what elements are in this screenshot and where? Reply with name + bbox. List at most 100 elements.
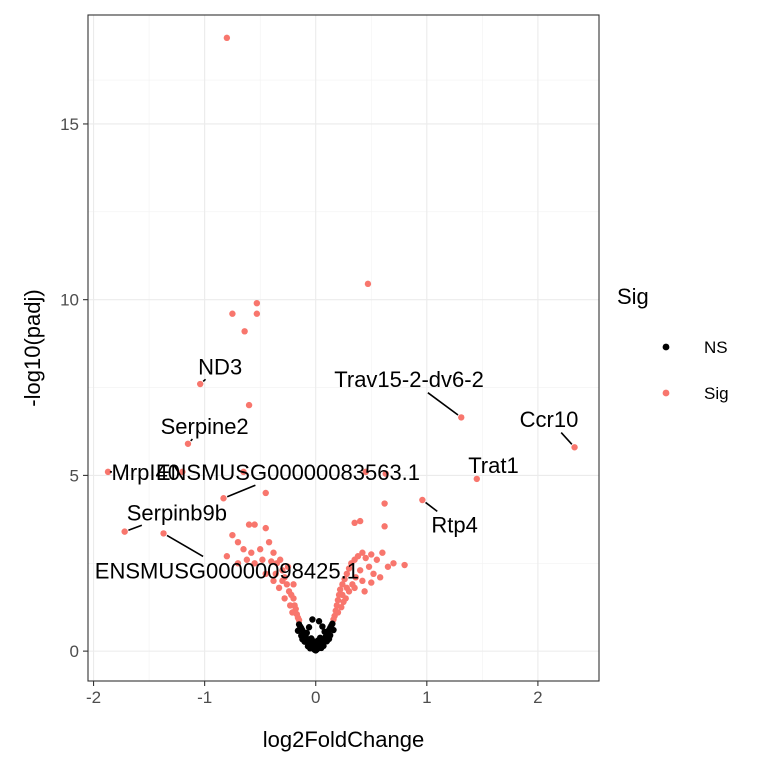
sig-point bbox=[364, 280, 372, 288]
ns-point bbox=[330, 626, 337, 634]
sig-point bbox=[279, 577, 286, 585]
sig-point bbox=[251, 521, 258, 528]
sig-point bbox=[343, 584, 351, 592]
sig-point bbox=[334, 609, 342, 616]
sig-point bbox=[362, 554, 369, 562]
legend-key bbox=[662, 389, 670, 397]
x-tick-label: 1 bbox=[422, 688, 431, 707]
sig-point bbox=[284, 563, 292, 570]
sig-point bbox=[160, 530, 167, 537]
sig-point bbox=[382, 470, 389, 477]
ns-point bbox=[325, 635, 333, 643]
sig-point bbox=[276, 556, 284, 563]
sig-point bbox=[340, 598, 347, 606]
gene-label: Serpinb9b bbox=[127, 500, 227, 525]
sig-point bbox=[381, 500, 388, 507]
ns-point bbox=[315, 618, 323, 625]
sig-point bbox=[384, 563, 392, 570]
plot-border bbox=[87, 14, 600, 682]
sig-point bbox=[281, 595, 288, 602]
sig-point bbox=[265, 538, 273, 546]
sig-point bbox=[379, 549, 386, 556]
sig-point bbox=[345, 565, 353, 572]
sig-point bbox=[370, 570, 377, 578]
gene-label: ENSMUSG00000083563.1 bbox=[156, 460, 420, 485]
sig-point bbox=[104, 468, 112, 476]
gene-label: ND3 bbox=[198, 354, 242, 379]
sig-point bbox=[223, 553, 231, 560]
sig-point bbox=[256, 546, 264, 553]
label-segment bbox=[202, 378, 207, 382]
sig-point bbox=[253, 310, 261, 317]
x-tick-label: -2 bbox=[86, 688, 101, 707]
label-segment bbox=[226, 484, 256, 498]
sig-point bbox=[473, 475, 481, 483]
major-gridlines bbox=[88, 15, 599, 681]
sig-point bbox=[341, 575, 348, 583]
ns-point bbox=[321, 628, 328, 635]
sig-point bbox=[368, 551, 375, 558]
gene-label: Serpine2 bbox=[161, 414, 249, 439]
sig-point bbox=[240, 468, 247, 476]
sig-point bbox=[270, 577, 277, 585]
sig-point bbox=[286, 602, 294, 609]
label-segment bbox=[560, 432, 573, 445]
sig-point bbox=[334, 596, 342, 604]
sig-point bbox=[571, 444, 578, 451]
ns-point bbox=[309, 616, 316, 623]
legend-key bbox=[662, 343, 670, 351]
sig-point bbox=[184, 440, 192, 447]
x-tick-label: 0 bbox=[311, 688, 320, 707]
sig-point bbox=[268, 558, 275, 565]
sig-point bbox=[338, 603, 345, 611]
legend: Sig NS Sig bbox=[617, 284, 729, 403]
gene-label: ENSMUSG00000098425.1 bbox=[95, 558, 359, 583]
sig-point bbox=[229, 531, 236, 539]
ns-point bbox=[305, 624, 313, 631]
gene-label: Rtp4 bbox=[431, 513, 477, 538]
y-tick-label: 0 bbox=[70, 642, 79, 661]
sig-point bbox=[262, 489, 269, 497]
sig-point bbox=[339, 581, 346, 588]
sig-point bbox=[279, 567, 286, 574]
label-segment bbox=[425, 501, 438, 513]
sig-point bbox=[356, 517, 364, 525]
sig-point bbox=[290, 595, 297, 602]
sig-point bbox=[336, 586, 344, 593]
sig-point bbox=[368, 579, 375, 586]
sig-point bbox=[351, 584, 358, 592]
sig-point bbox=[373, 556, 381, 563]
x-axis-title: log2FoldChange bbox=[263, 727, 424, 752]
sig-point bbox=[253, 299, 261, 307]
sig-point bbox=[419, 496, 426, 504]
sig-point bbox=[458, 414, 465, 421]
sig-point bbox=[243, 556, 251, 563]
sig-point bbox=[359, 549, 366, 556]
sig-point bbox=[390, 560, 397, 567]
sig-point bbox=[223, 34, 231, 42]
sig-point bbox=[240, 546, 247, 553]
label-segment bbox=[190, 438, 194, 442]
sig-point bbox=[401, 561, 408, 569]
legend-label: Sig bbox=[704, 384, 729, 403]
sig-point bbox=[259, 556, 266, 563]
minor-gridlines bbox=[88, 15, 599, 681]
ns-point bbox=[329, 620, 336, 627]
sig-point bbox=[365, 563, 373, 570]
sig-point bbox=[179, 468, 186, 476]
sig-point bbox=[245, 401, 253, 409]
sig-point bbox=[290, 581, 297, 588]
ns-point bbox=[316, 634, 324, 641]
plot-panel bbox=[88, 15, 599, 681]
sig-point bbox=[220, 495, 227, 502]
sig-point bbox=[351, 519, 358, 527]
sig-point bbox=[251, 560, 258, 567]
sig-point bbox=[359, 577, 366, 585]
sig-point bbox=[361, 588, 368, 595]
data-points bbox=[104, 34, 578, 654]
ns-point bbox=[299, 635, 306, 643]
x-tick-label: -1 bbox=[197, 688, 212, 707]
ns-point bbox=[312, 639, 319, 646]
sig-point bbox=[229, 310, 236, 317]
